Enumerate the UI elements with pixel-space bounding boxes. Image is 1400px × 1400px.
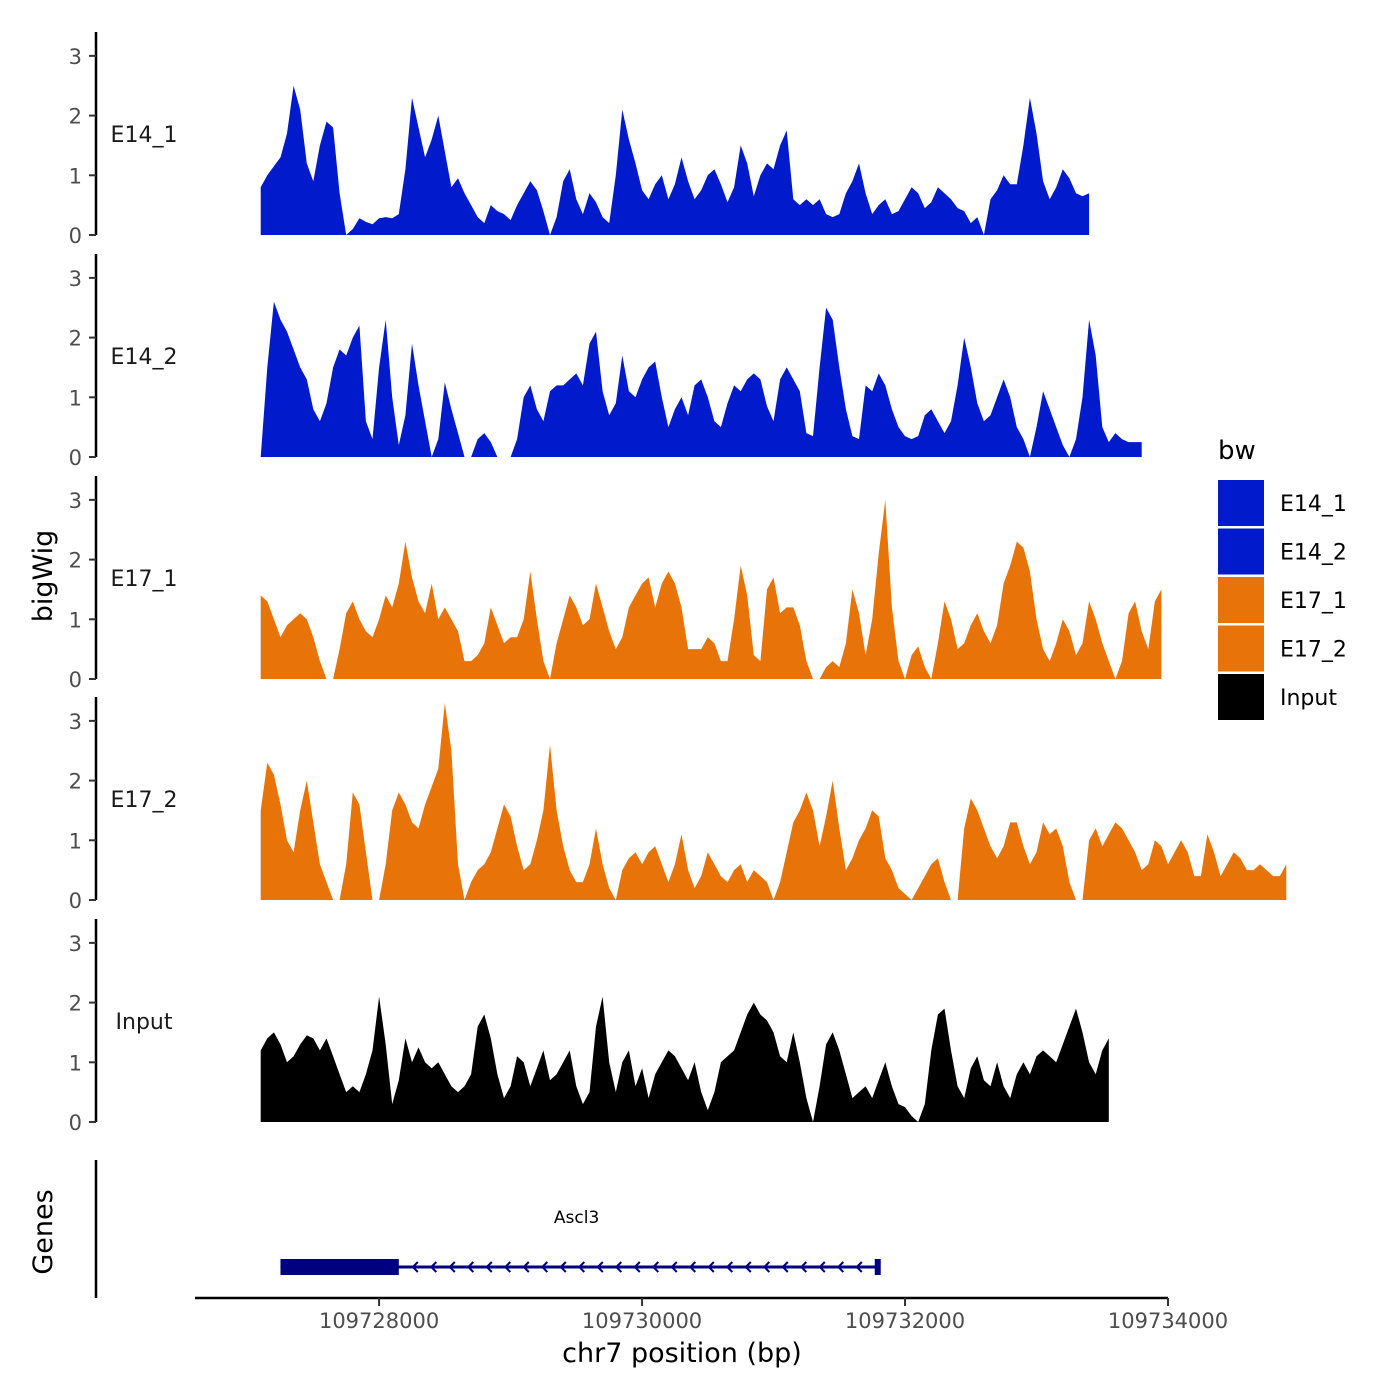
x-tick-label: 109734000: [1108, 1309, 1228, 1333]
y-tick-label: 2: [69, 770, 82, 794]
strand-arrow: [818, 1261, 826, 1273]
legend-title: bw: [1218, 436, 1256, 466]
strand-arrow: [614, 1261, 623, 1273]
strand-arrow: [633, 1261, 641, 1273]
strand-arrow: [503, 1261, 512, 1273]
legend-label: Input: [1280, 686, 1337, 711]
y-tick-label: 1: [69, 164, 82, 188]
legend-label: E14_2: [1280, 541, 1347, 566]
legend-item: E14_2: [1218, 528, 1347, 575]
signal-area: [260, 301, 1142, 457]
strand-arrow: [577, 1261, 586, 1273]
strand-arrow: [744, 1261, 752, 1273]
legend-swatch: [1218, 625, 1264, 672]
legend-swatch: [1218, 577, 1264, 623]
strand-arrow: [448, 1261, 456, 1273]
strand-arrow: [559, 1261, 567, 1273]
y-tick-label: 1: [69, 1051, 82, 1075]
strand-arrow: [651, 1261, 660, 1273]
y-tick-label: 3: [69, 45, 82, 69]
y-tick-label: 2: [69, 327, 82, 351]
x-tick-label: 109730000: [582, 1309, 702, 1333]
x-axis-title: chr7 position (bp): [562, 1338, 802, 1369]
track-label: E14_1: [111, 123, 178, 148]
y-tick-label: 1: [69, 608, 82, 632]
y-tick-label: 0: [69, 668, 82, 692]
strand-arrow: [688, 1261, 697, 1273]
signal-area: [260, 703, 1287, 900]
legend-item: E17_2: [1218, 625, 1347, 672]
strand-arrow: [522, 1261, 530, 1273]
strand-arrow: [670, 1261, 678, 1273]
gene-panel: Genes Ascl3: [28, 1160, 881, 1298]
strand-arrow: [429, 1261, 438, 1273]
strand-arrow: [596, 1261, 604, 1273]
genes-axis-title: Genes: [28, 1189, 59, 1274]
y-tick-label: 2: [69, 549, 82, 573]
y-tick-label: 2: [69, 105, 82, 129]
track-label: E14_2: [111, 345, 178, 370]
signal-track-panels: 0 1 2 3 E14_1 0 1 2 3 E14_2 0 1 2 3 E17_1 0 1 2 3 E17_2 0 1 2 3…: [69, 32, 1287, 1135]
track-e14-2: 0 1 2 3 E14_2: [69, 254, 1142, 470]
track-input: 0 1 2 3 Input: [69, 919, 1109, 1135]
strand-arrow: [762, 1261, 771, 1273]
track-label: Input: [116, 1010, 173, 1035]
track-label: E17_2: [111, 788, 178, 813]
signal-area: [260, 85, 1090, 235]
track-label: E17_1: [111, 567, 178, 592]
legend-swatch: [1218, 480, 1264, 526]
legend-items: E14_1 E14_2 E17_1 E17_2 Input: [1218, 480, 1347, 720]
strand-arrow: [725, 1261, 734, 1273]
strand-arrow: [781, 1261, 789, 1273]
track-e17-1: 0 1 2 3 E17_1: [69, 476, 1162, 692]
strand-arrow: [466, 1261, 475, 1273]
y-tick-label: 3: [69, 932, 82, 956]
y-tick-label: 0: [69, 224, 82, 248]
strand-arrow: [799, 1261, 808, 1273]
gene-exon: [280, 1259, 399, 1275]
legend-swatch: [1218, 674, 1264, 720]
y-tick-label: 3: [69, 489, 82, 513]
signal-area: [260, 499, 1162, 679]
y-tick-label: 3: [69, 710, 82, 734]
strand-arrow: [540, 1261, 549, 1273]
strand-arrow: [855, 1261, 863, 1273]
strand-arrow: [836, 1261, 845, 1273]
legend-label: E14_1: [1280, 492, 1347, 517]
legend-item: E14_1: [1218, 480, 1347, 526]
y-tick-label: 1: [69, 829, 82, 853]
track-e14-1: 0 1 2 3 E14_1: [69, 32, 1090, 248]
x-tick-label: 109732000: [845, 1309, 965, 1333]
gene-ascl3: Ascl3: [280, 1208, 881, 1275]
y-tick-label: 0: [69, 1111, 82, 1135]
strand-arrow: [707, 1261, 715, 1273]
x-tick-label: 109728000: [319, 1309, 439, 1333]
signal-area: [260, 996, 1109, 1122]
legend-label: E17_1: [1280, 589, 1347, 614]
y-tick-label: 1: [69, 386, 82, 410]
y-tick-label: 0: [69, 446, 82, 470]
legend-label: E17_2: [1280, 638, 1347, 663]
y-tick-label: 3: [69, 267, 82, 291]
legend: bw E14_1 E14_2 E17_1 E17_2 Input: [1218, 436, 1347, 720]
x-axis: 109728000 109730000 109732000 109734000 chr…: [195, 1296, 1228, 1369]
gene-models: Ascl3: [280, 1208, 881, 1275]
gene-exon: [874, 1259, 881, 1275]
legend-swatch: [1218, 528, 1264, 575]
track-e17-2: 0 1 2 3 E17_2: [69, 697, 1287, 913]
x-axis-ticks: 109728000 109730000 109732000 109734000: [319, 1298, 1228, 1333]
legend-item: Input: [1218, 674, 1337, 720]
gene-label: Ascl3: [554, 1208, 599, 1228]
y-tick-label: 0: [69, 889, 82, 913]
legend-item: E17_1: [1218, 577, 1347, 623]
strand-arrow: [485, 1261, 493, 1273]
y-axis-title: bigWig: [28, 530, 59, 623]
y-tick-label: 2: [69, 992, 82, 1016]
strand-arrow: [411, 1261, 419, 1273]
